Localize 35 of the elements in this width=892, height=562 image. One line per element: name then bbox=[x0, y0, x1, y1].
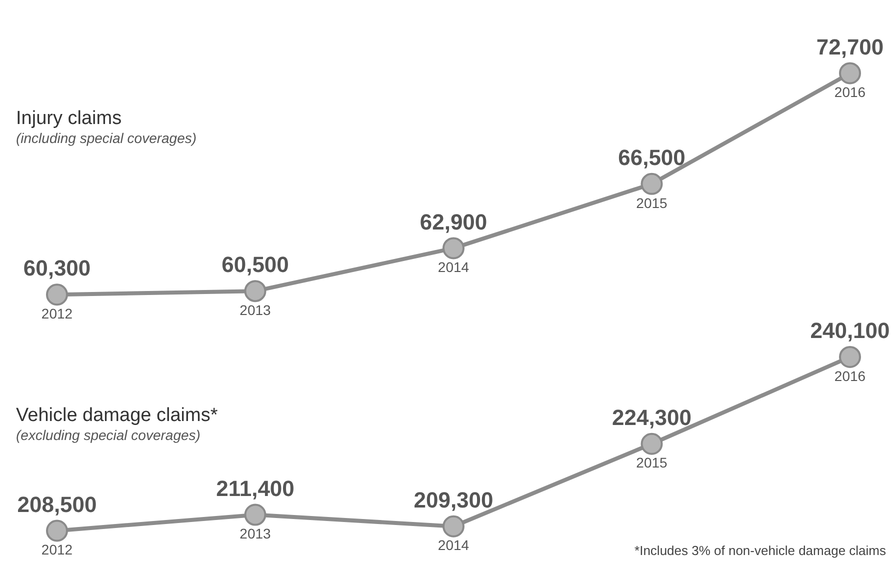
data-label: 240,100 bbox=[810, 318, 890, 344]
x-tick-label: 2016 bbox=[834, 368, 866, 384]
x-tick-label: 2014 bbox=[438, 537, 470, 554]
x-tick-label: 2013 bbox=[240, 526, 272, 542]
point bbox=[839, 62, 861, 84]
data-label: 72,700 bbox=[816, 34, 884, 60]
x-tick-label: 2016 bbox=[834, 84, 866, 100]
data-label: 60,500 bbox=[222, 252, 289, 278]
point bbox=[46, 284, 68, 306]
x-tick-label: 2013 bbox=[240, 302, 272, 318]
data-label: 208,500 bbox=[17, 492, 97, 517]
text: Vehicle damage claims* bbox=[16, 405, 218, 427]
data-label: 66,500 bbox=[618, 144, 686, 170]
x-tick-label: 2014 bbox=[438, 259, 470, 276]
point bbox=[442, 237, 464, 260]
text: *Includes 3% of non-vehicle damage claims bbox=[634, 543, 886, 558]
data-label: 209,300 bbox=[414, 487, 494, 512]
point bbox=[442, 515, 464, 538]
point bbox=[640, 432, 663, 455]
text: Injury claims bbox=[16, 108, 123, 130]
x-tick-label: 2015 bbox=[636, 454, 668, 471]
data-label: 60,300 bbox=[23, 256, 91, 281]
data-label: 211,400 bbox=[216, 476, 294, 501]
point bbox=[839, 346, 861, 368]
x-tick-label: 2015 bbox=[636, 194, 668, 211]
x-tick-label: 2012 bbox=[41, 542, 73, 558]
data-label: 62,900 bbox=[420, 209, 488, 234]
text: (excluding special coverages) bbox=[16, 427, 202, 443]
point bbox=[640, 172, 663, 195]
x-tick-label: 2012 bbox=[41, 306, 73, 322]
point bbox=[244, 504, 266, 526]
text: (including special coverages) bbox=[16, 130, 197, 146]
data-label: 224,300 bbox=[612, 404, 692, 430]
point bbox=[244, 280, 266, 302]
point bbox=[46, 520, 68, 542]
